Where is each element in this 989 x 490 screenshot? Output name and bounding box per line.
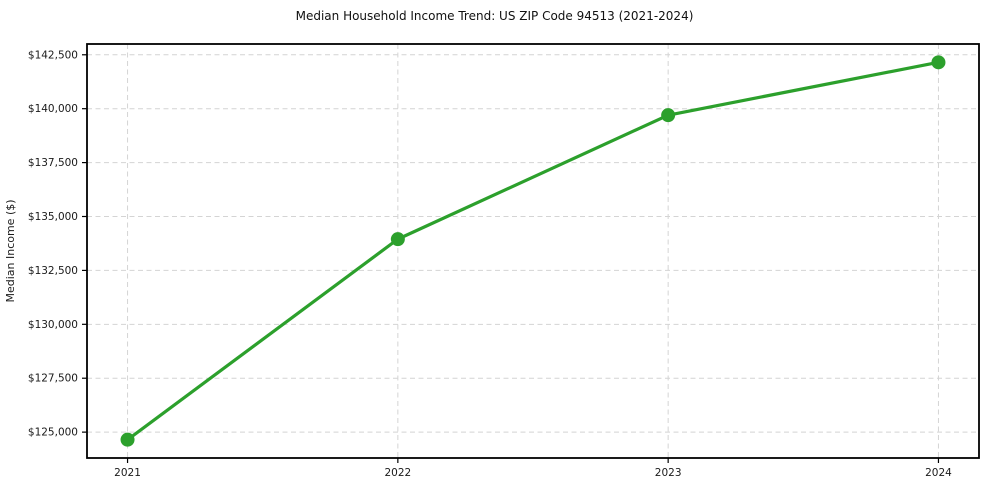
x-tick-label: 2022 [384,467,411,479]
y-tick-label: $125,000 [28,427,78,439]
data-point-2022 [390,232,405,247]
x-tick-label: 2024 [925,467,952,479]
y-tick-label: $137,500 [28,157,78,169]
plot-border [86,43,980,459]
y-tick-label: $130,000 [28,319,78,331]
y-tick-label: $127,500 [28,373,78,385]
x-tick-label: 2021 [114,467,141,479]
data-point-2024 [931,55,946,70]
y-tick-label: $142,500 [28,49,78,61]
x-tick-label: 2023 [655,467,682,479]
y-axis-label: Median Income ($) [4,199,17,302]
y-tick-label: $132,500 [28,265,78,277]
y-tick-label: $140,000 [28,103,78,115]
chart-title: Median Household Income Trend: US ZIP Co… [295,9,694,23]
trend-line [125,60,941,442]
data-point-2023 [661,108,676,123]
y-tick-label: $135,000 [28,211,78,223]
data-point-2021 [120,432,135,447]
